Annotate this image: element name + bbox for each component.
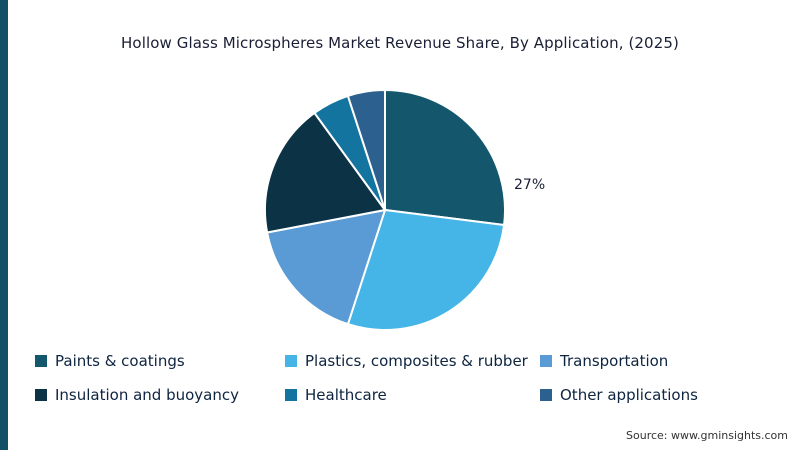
pie-slice-1 xyxy=(346,208,506,331)
legend-item-plastics: Plastics, composites & rubber xyxy=(285,352,540,370)
legend-label-transportation: Transportation xyxy=(560,352,669,370)
pie-slice-2 xyxy=(265,208,387,326)
chart-title: Hollow Glass Microspheres Market Revenue… xyxy=(121,34,679,52)
pie-slice-0 xyxy=(384,88,506,227)
legend-swatch-healthcare xyxy=(285,389,297,401)
legend-swatch-plastics xyxy=(285,355,297,367)
legend-swatch-transportation xyxy=(540,355,552,367)
pie-chart-area xyxy=(260,85,510,335)
legend-label-other: Other applications xyxy=(560,386,698,404)
pie-slice-3 xyxy=(264,111,387,234)
legend-label-paints: Paints & coatings xyxy=(55,352,185,370)
legend-label-insulation: Insulation and buoyancy xyxy=(55,386,240,404)
legend-item-healthcare: Healthcare xyxy=(285,386,540,404)
legend-item-other: Other applications xyxy=(540,386,775,404)
pie-slice-5 xyxy=(346,88,386,211)
left-accent-bar xyxy=(0,0,8,450)
pie-data-label-27pct: 27% xyxy=(514,177,546,193)
legend-swatch-paints xyxy=(35,355,47,367)
legend-item-transportation: Transportation xyxy=(540,352,775,370)
legend-swatch-insulation xyxy=(35,389,47,401)
source-attribution: Source: www.gminsights.com xyxy=(626,429,788,442)
legend-label-healthcare: Healthcare xyxy=(305,386,387,404)
pie-chart xyxy=(264,88,506,331)
chart-legend: Paints & coatings Plastics, composites &… xyxy=(35,352,775,404)
legend-swatch-other xyxy=(540,389,552,401)
legend-item-paints: Paints & coatings xyxy=(35,352,285,370)
legend-item-insulation: Insulation and buoyancy xyxy=(35,386,285,404)
legend-label-plastics: Plastics, composites & rubber xyxy=(305,352,528,370)
